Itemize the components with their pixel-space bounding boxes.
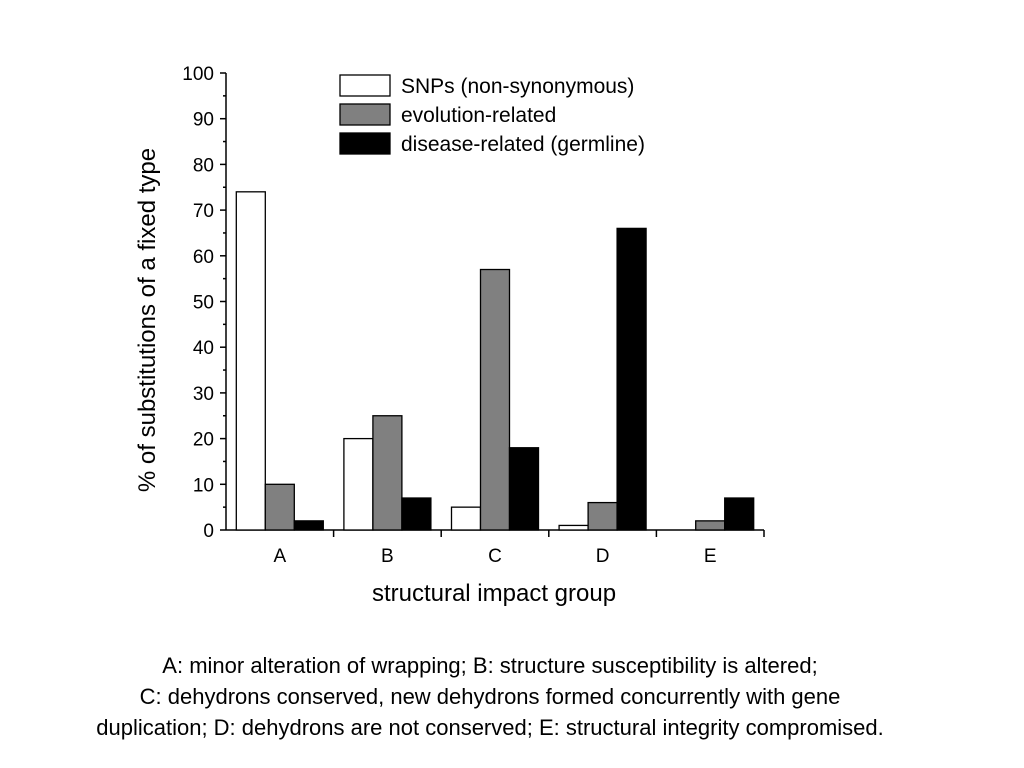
bar: [401, 497, 432, 531]
y-tick-label: 40: [193, 338, 214, 359]
bars: [235, 191, 755, 531]
legend-swatch: [339, 74, 391, 97]
y-tick-label: 70: [193, 201, 214, 222]
bar: [695, 520, 726, 531]
y-tick-label: 50: [193, 293, 214, 314]
legend-label: SNPs (non-synonymous): [401, 75, 634, 98]
y-axis-label: % of substitutions of a fixed type: [134, 148, 161, 492]
figure-caption: A: minor alteration of wrapping; B: stru…: [0, 650, 980, 743]
bar: [508, 447, 540, 531]
bar: [372, 415, 403, 531]
bar: [235, 191, 266, 531]
y-tick-label: 60: [193, 247, 214, 268]
bar: [558, 524, 589, 531]
bar: [724, 497, 755, 531]
legend-label: evolution-related: [401, 104, 556, 127]
y-tick-label: 0: [203, 521, 214, 542]
x-tick-label: C: [488, 546, 502, 567]
y-tick-label: 90: [193, 110, 214, 131]
legend-label: disease-related (germline): [401, 133, 645, 156]
y-tick-label: 10: [193, 475, 214, 496]
caption-line: duplication; D: dehydrons are not conser…: [96, 715, 884, 740]
x-tick-label: E: [704, 546, 717, 567]
y-tick-label: 80: [193, 155, 214, 176]
y-tick-label: 30: [193, 384, 214, 405]
legend: SNPs (non-synonymous) evolution-related di…: [339, 74, 645, 156]
legend-swatch: [339, 132, 391, 155]
bar: [616, 227, 647, 531]
y-tick-label: 100: [182, 64, 214, 85]
x-tick-label: B: [381, 546, 394, 567]
bar: [587, 501, 618, 531]
legend-swatch: [339, 103, 391, 126]
bar: [479, 268, 511, 531]
bar: [450, 506, 482, 531]
x-axis-label: structural impact group: [372, 580, 616, 607]
x-tick-label: D: [596, 546, 610, 567]
bar: [293, 520, 324, 531]
caption-line: A: minor alteration of wrapping; B: stru…: [162, 653, 818, 678]
axes: 0 10 20 30 40 50 60 70 80 90 100 A B C D E: [182, 64, 765, 567]
caption-line: C: dehydrons conserved, new dehydrons fo…: [139, 684, 841, 709]
x-tick-label: A: [273, 546, 286, 567]
bar-chart: 0 10 20 30 40 50 60 70 80 90 100 A B C D E SNPs (non-sy…: [134, 64, 765, 607]
bar: [264, 483, 295, 531]
y-tick-label: 20: [193, 430, 214, 451]
bar: [343, 437, 374, 531]
